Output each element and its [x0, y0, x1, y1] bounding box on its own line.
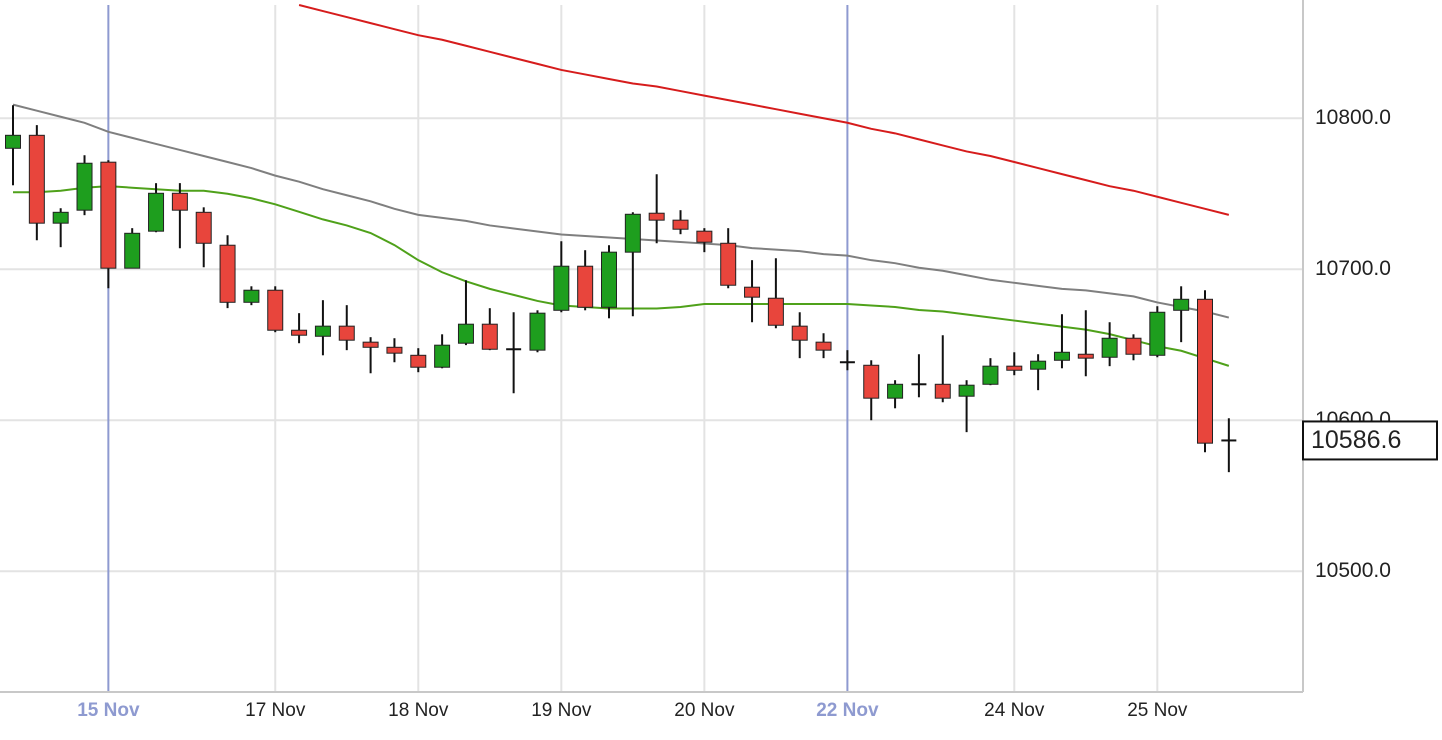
x-tick-label: 19 Nov — [531, 700, 592, 721]
candle-body — [291, 329, 308, 336]
candle-body — [887, 383, 904, 399]
candle-body — [577, 265, 594, 308]
x-tick-label: 25 Nov — [1127, 700, 1188, 721]
candle-body — [28, 134, 45, 224]
candle-body — [243, 289, 260, 303]
grid — [0, 5, 1303, 692]
moving-average-line — [12, 103, 1230, 319]
moving-average-line — [298, 4, 1230, 216]
candle-body — [267, 289, 284, 331]
candle-body — [1053, 351, 1070, 361]
candle-body — [5, 134, 21, 149]
candle-body — [124, 232, 141, 269]
candle-body — [767, 297, 784, 326]
candle-body — [863, 364, 880, 399]
candle-body — [1077, 353, 1094, 359]
candle-body — [934, 383, 951, 399]
candle-body — [1149, 311, 1166, 356]
x-tick-label: 17 Nov — [245, 700, 306, 721]
candle-body — [648, 212, 665, 221]
y-tick-label: 10500.0 — [1315, 559, 1391, 582]
candle-body — [553, 265, 570, 311]
candle-body — [1125, 337, 1142, 355]
candle-body — [386, 346, 403, 354]
last-price-label: 10586.6 — [1311, 426, 1401, 454]
candle-body — [481, 323, 498, 350]
candle-body — [100, 161, 117, 269]
marks — [5, 4, 1237, 473]
candle-body — [76, 162, 93, 211]
candle-body — [529, 312, 546, 351]
y-tick-label: 10800.0 — [1315, 106, 1391, 129]
candle-body — [624, 213, 641, 253]
candle-body — [791, 325, 808, 341]
candle-body — [672, 219, 689, 230]
candle-body — [410, 354, 427, 368]
candle-body — [744, 286, 761, 298]
candle-body — [1101, 337, 1118, 358]
x-tick-label: 20 Nov — [674, 700, 735, 721]
x-tick-label: 15 Nov — [77, 700, 140, 721]
candle-body — [434, 344, 451, 368]
candle-body — [362, 341, 379, 348]
x-tick-label: 24 Nov — [984, 700, 1045, 721]
candle-body — [1173, 298, 1190, 311]
candle-body — [720, 242, 737, 286]
candle-body — [171, 192, 188, 211]
candle-body — [219, 244, 236, 303]
y-tick-label: 10700.0 — [1315, 257, 1391, 280]
x-tick-label: 22 Nov — [816, 700, 879, 721]
candle-body — [601, 251, 617, 308]
candle-body — [1006, 365, 1023, 371]
candle-body — [815, 341, 832, 351]
candle-body — [52, 211, 69, 224]
candle-body — [1030, 360, 1047, 370]
candle-body — [148, 192, 165, 232]
candle-body — [195, 211, 212, 244]
candle-body — [982, 365, 999, 385]
candle-body — [338, 325, 355, 341]
candle-body — [457, 323, 474, 344]
moving-average-line — [13, 185, 1230, 367]
candle-body — [314, 325, 331, 337]
candle-body — [958, 384, 975, 397]
candle-body — [1197, 298, 1213, 444]
x-tick-label: 18 Nov — [388, 700, 449, 721]
last-price-box — [1302, 420, 1438, 461]
candle-body — [696, 230, 713, 243]
